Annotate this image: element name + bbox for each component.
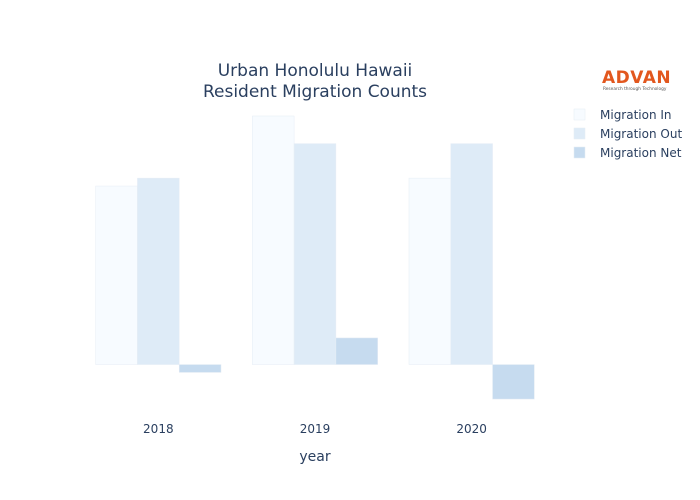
bar-migration-out-2019 [293, 143, 337, 365]
legend-swatch-migration-out[interactable] [573, 127, 586, 140]
chart-title-line-1: Urban Honolulu Hawaii [218, 61, 413, 81]
bar-migration-net-2018 [178, 364, 222, 373]
bar-migration-in-2018 [95, 185, 138, 365]
x-tick-2018: 2018 [143, 422, 174, 436]
bar-migration-net-2020 [492, 364, 535, 400]
chart-title-line-2: Resident Migration Counts [203, 82, 427, 102]
legend-label-migration-in[interactable]: Migration In [600, 108, 672, 122]
x-tick-labels: 2018 2019 2020 [143, 422, 487, 436]
bar-migration-net-2019 [335, 337, 378, 365]
legend: Migration In Migration Out Migration Net [573, 108, 682, 160]
bars-group [95, 115, 535, 400]
bar-migration-in-2020 [408, 177, 452, 365]
advan-logo: ADVAN Research through Technology [602, 68, 671, 92]
legend-swatch-migration-in[interactable] [573, 108, 586, 121]
bar-migration-out-2020 [450, 143, 493, 365]
legend-swatch-migration-net[interactable] [573, 146, 586, 159]
logo-wordmark: ADVAN [602, 68, 671, 88]
x-axis-title: year [299, 449, 330, 465]
logo-tagline: Research through Technology [603, 86, 667, 92]
legend-label-migration-net[interactable]: Migration Net [600, 146, 682, 160]
bar-migration-in-2019 [252, 115, 295, 365]
x-tick-2020: 2020 [456, 422, 487, 436]
x-tick-2019: 2019 [300, 422, 331, 436]
legend-label-migration-out[interactable]: Migration Out [600, 127, 682, 141]
bar-migration-out-2018 [137, 177, 180, 365]
